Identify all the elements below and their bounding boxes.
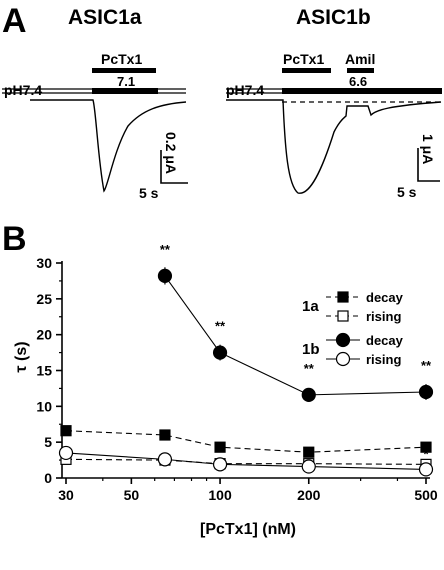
significance-marker: *: [423, 446, 429, 461]
series-1a-decay-point: [303, 446, 315, 458]
legend-group-label: 1a: [302, 298, 319, 315]
y-tick-label: 30: [36, 255, 52, 271]
series-1a-decay-line: [65, 430, 427, 453]
asic1b-current-trace: [226, 99, 442, 194]
significance-marker: **: [160, 242, 171, 257]
x-tick-label: 200: [297, 487, 321, 503]
asic1a-pctx1-bar: [92, 68, 156, 73]
series-1b-rising-line: [65, 452, 427, 470]
asic1b-solution-bar-active: [282, 88, 442, 94]
legend-marker: [337, 310, 349, 322]
series-1b-rising: [58, 445, 434, 477]
series-1b-rising-point: [58, 445, 74, 461]
series-1b-decay: [157, 267, 434, 402]
asic1a-ph-test-label: 7.1: [117, 74, 135, 89]
chart-annotations: ****** ***: [160, 242, 432, 461]
asic1b-title: ASIC1b: [296, 6, 371, 29]
panel-a-letter: A: [2, 2, 27, 40]
legend-entry-label: rising: [366, 352, 401, 367]
asic1a-scale-bar: [160, 150, 188, 184]
significance-marker: **: [421, 358, 432, 373]
asic1a-ph-baseline-label: pH7.4: [4, 82, 42, 98]
chart-axes: 0 5 10 15 20 25 30 30 50 100 200 500: [36, 255, 437, 503]
asic1b-amil-label: Amil: [345, 51, 375, 67]
legend-entry-label: rising: [366, 309, 401, 324]
series-1b-decay-point: [157, 268, 173, 283]
series-1a-decay-point: [214, 441, 226, 453]
asic1b-ph-test-label: 6.6: [349, 74, 367, 89]
x-tick-label: 50: [124, 487, 140, 503]
series-1b-decay-line: [164, 275, 427, 396]
y-tick-label: 15: [36, 363, 52, 379]
legend-entry: rising: [326, 309, 401, 324]
series-1a-decay-point: [60, 425, 72, 437]
asic1b-pctx1-label: PcTx1: [283, 51, 324, 67]
legend-entry: decay: [326, 332, 404, 348]
asic1a-pctx1-label: PcTx1: [101, 51, 142, 67]
series-1a-decay-point: [159, 429, 171, 441]
x-tick-label: 500: [414, 487, 438, 503]
legend-entry-label: decay: [366, 333, 404, 348]
series-1b-rising-point: [301, 459, 316, 474]
asic1b-trace-panel: ASIC1b PcTx1 Amil 6.6 pH7.4 1 μA 5 s: [226, 6, 442, 200]
series-1b-decay-point: [418, 384, 434, 400]
y-tick-label: 10: [36, 398, 52, 414]
series-1a-rising-line: [65, 458, 427, 465]
asic1a-scale-current: 0.2 μA: [163, 132, 179, 174]
y-tick-label: 20: [36, 327, 52, 343]
significance-marker: **: [304, 361, 315, 376]
panel-b-letter: B: [2, 220, 27, 258]
y-tick-label: 5: [44, 434, 52, 450]
series-1a-decay: [60, 425, 432, 458]
asic1b-ph-baseline-label: pH7.4: [226, 82, 264, 98]
asic1b-pctx1-bar: [282, 68, 331, 73]
asic1a-trace-panel: ASIC1a PcTx1 7.1 pH7.4 0.2 μA 5 s: [2, 6, 188, 201]
chart-series: [58, 267, 434, 477]
legend-marker: [335, 332, 351, 348]
y-axis-label: τ (s): [13, 341, 30, 372]
asic1a-current-trace: [30, 99, 187, 193]
chart-legend: 1a 1b decay rising decay rising: [302, 290, 404, 367]
asic1b-scale-time: 5 s: [397, 184, 417, 200]
legend-group-label: 1b: [302, 341, 320, 358]
asic1b-scale-bar: [417, 148, 440, 182]
legend-entry: decay: [326, 290, 404, 305]
series-1a-decay-point: [420, 441, 432, 453]
asic1b-scale-current: 1 μA: [420, 134, 436, 164]
asic1b-amil-bar: [347, 68, 374, 73]
series-1b-rising-point: [157, 452, 173, 467]
x-tick-label: 100: [208, 487, 232, 503]
series-1b-decay-point: [212, 345, 228, 360]
asic1a-solution-bar-active: [92, 88, 158, 94]
legend-entry: rising: [326, 351, 401, 367]
legend-entry-label: decay: [366, 290, 404, 305]
series-1b-rising-point: [418, 462, 434, 477]
significance-marker: **: [215, 319, 226, 334]
x-axis-label: [PcTx1] (nM): [200, 521, 296, 538]
asic1a-scale-time: 5 s: [139, 185, 159, 201]
series-1b-rising-point: [212, 457, 228, 472]
series-1b-decay-point: [301, 387, 316, 402]
legend-marker: [335, 351, 351, 367]
x-tick-label: 30: [58, 487, 74, 503]
asic1a-title: ASIC1a: [68, 6, 142, 29]
y-tick-label: 25: [36, 291, 52, 307]
y-tick-label: 0: [44, 470, 52, 486]
legend-marker: [337, 291, 349, 303]
